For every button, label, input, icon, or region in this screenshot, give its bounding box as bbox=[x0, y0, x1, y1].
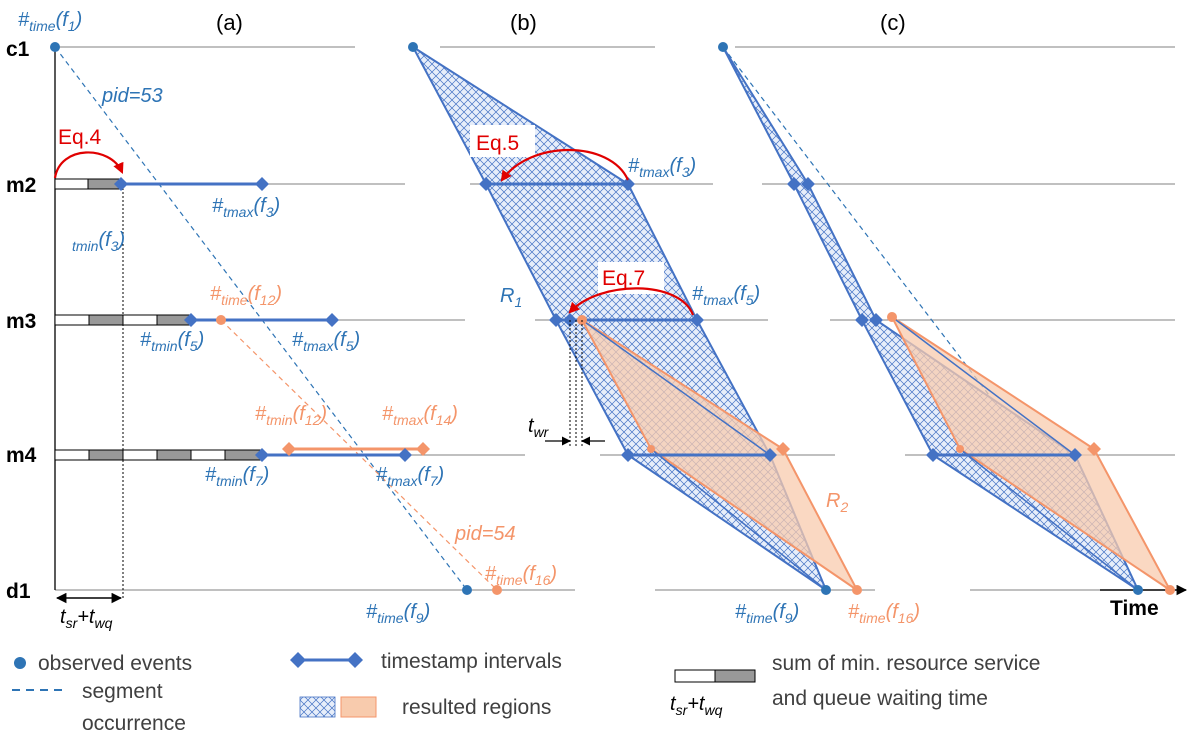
panel-label-b: (b) bbox=[510, 10, 537, 35]
label-b-time-f9: #time(f9) bbox=[735, 601, 799, 626]
label-tmax-f7: #tmax(f7) bbox=[376, 464, 444, 489]
eq4-arrow bbox=[53, 151, 124, 179]
panel-a: Eq.4 #time(f1) pid=53 #tmax(f3) tmin(f3)… bbox=[18, 9, 557, 631]
eq5-label: Eq.5 bbox=[476, 132, 519, 155]
label-b-tmax-f5: #tmax(f5) bbox=[692, 283, 760, 308]
interval-f5-min-marker bbox=[184, 313, 198, 327]
panel-label-a: (a) bbox=[216, 10, 243, 35]
interval-f14-max-marker bbox=[416, 442, 430, 456]
interval-f3-min-marker bbox=[114, 177, 128, 191]
interval-f12-min-marker bbox=[282, 442, 296, 456]
legend-service-swatch bbox=[674, 669, 716, 683]
row-label-m2: m2 bbox=[6, 174, 36, 197]
legend-sum-label-2: and queue waiting time bbox=[772, 687, 988, 710]
label-time-f1: #time(f1) bbox=[18, 9, 82, 34]
label-tmin-f7: #tmin(f7) bbox=[205, 464, 269, 489]
event-f1 bbox=[50, 42, 60, 52]
interval-f7-min-marker bbox=[255, 448, 269, 462]
row-label-c1: c1 bbox=[6, 38, 30, 61]
service-blocks-m3 bbox=[54, 314, 192, 326]
legend-segment-label-2: occurrence bbox=[82, 712, 186, 735]
legend-sum-label-1: sum of min. resource service bbox=[772, 652, 1040, 675]
label-time-f9: #time(f9) bbox=[366, 601, 430, 626]
row-label-m4: m4 bbox=[6, 444, 37, 467]
label-tmin-f12: #tmin(f12) bbox=[255, 403, 327, 428]
legend-observed-label: observed events bbox=[38, 652, 192, 675]
label-tmax-f5: #tmax(f5) bbox=[292, 329, 360, 354]
legend-segment-label-1: segment bbox=[82, 680, 163, 703]
legend-queue-swatch bbox=[714, 669, 756, 683]
panel-label-c: (c) bbox=[880, 10, 906, 35]
eq7-arrow bbox=[568, 287, 695, 316]
legend: observed events segment occurrence times… bbox=[12, 650, 1040, 735]
label-pid54: pid=54 bbox=[454, 523, 516, 545]
label-tmax-f3: #tmax(f3) bbox=[212, 195, 280, 220]
row-label-m3: m3 bbox=[6, 310, 36, 333]
label-time-f16: #time(f16) bbox=[485, 563, 557, 588]
segment-line-pid53 bbox=[54, 46, 468, 591]
service-blocks-m2 bbox=[54, 178, 122, 190]
label-twr: twr bbox=[528, 415, 550, 440]
legend-hatch-swatch bbox=[299, 696, 336, 718]
row-label-d1: d1 bbox=[6, 580, 31, 603]
eq7-label: Eq.7 bbox=[602, 267, 645, 290]
legend-tsr-twq: tsr+twq bbox=[670, 693, 723, 718]
time-axis-label: Time bbox=[1110, 597, 1159, 620]
legend-intervals-label: timestamp intervals bbox=[381, 650, 562, 673]
legend-observed-marker bbox=[14, 657, 26, 669]
interval-f5-max-marker bbox=[325, 313, 339, 327]
legend-orange-swatch bbox=[340, 696, 377, 718]
event-f16 bbox=[492, 585, 502, 595]
label-r1: R1 bbox=[500, 285, 522, 310]
label-tmin-f3: tmin(f3) bbox=[72, 229, 125, 254]
service-blocks-m4 bbox=[54, 449, 262, 461]
panel-b: Eq.5 Eq.7 #tmax(f3) #tmax(f5) R1 twr R2 … bbox=[408, 42, 920, 626]
label-time-f12: #time(f12) bbox=[210, 283, 282, 308]
interval-f7-max-marker bbox=[398, 448, 412, 462]
label-tmin-f5: #tmin(f5) bbox=[140, 329, 204, 354]
label-tmax-f14: #tmax(f14) bbox=[382, 403, 458, 428]
panel-c: Time bbox=[718, 42, 1175, 620]
interval-f3-max-marker bbox=[255, 177, 269, 191]
label-b-tmax-f3: #tmax(f3) bbox=[628, 155, 696, 180]
event-f9 bbox=[462, 585, 472, 595]
label-r2: R2 bbox=[826, 490, 848, 515]
legend-regions-label: resulted regions bbox=[402, 696, 551, 719]
eq5-arrow bbox=[500, 148, 630, 182]
eq4-label: Eq.4 bbox=[58, 126, 102, 149]
label-b-time-f16: #time(f16) bbox=[848, 601, 920, 626]
event-f12 bbox=[216, 315, 226, 325]
label-tsr-twq: tsr+twq bbox=[60, 606, 113, 631]
label-pid53: pid=53 bbox=[101, 85, 163, 107]
